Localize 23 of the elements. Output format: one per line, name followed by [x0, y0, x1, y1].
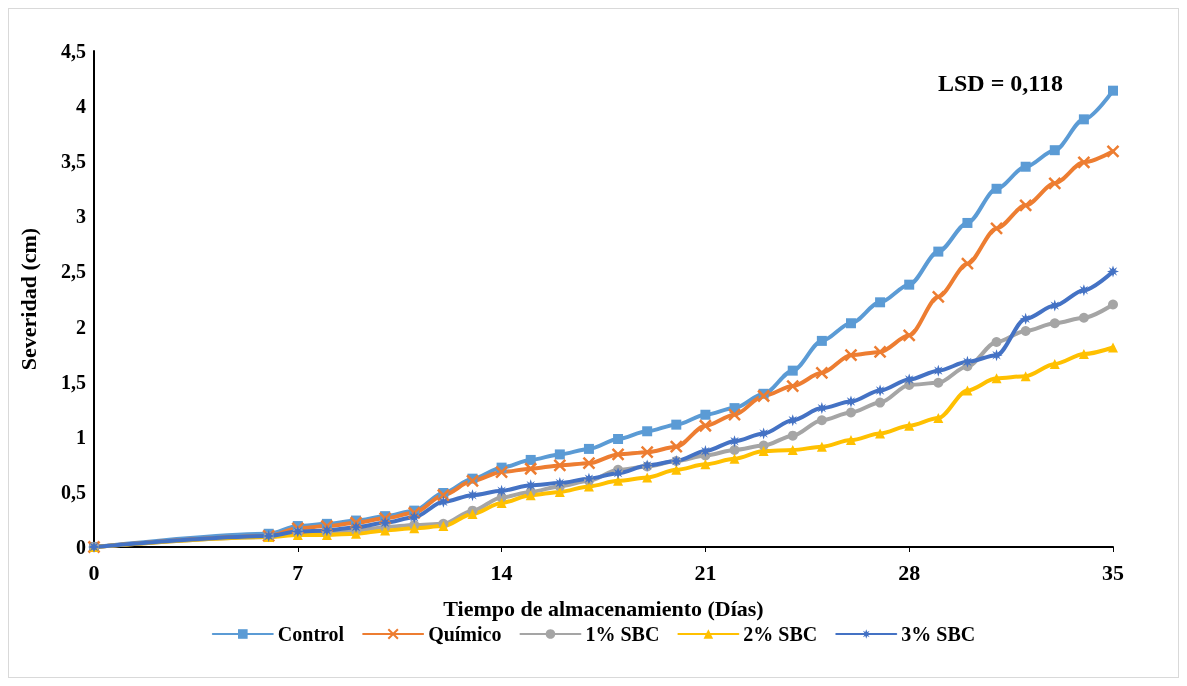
x-tick-label: 14: [490, 559, 513, 585]
y-tick-label: 4: [76, 95, 86, 118]
legend-label: Control: [277, 623, 345, 645]
y-tick-label: 0,5: [61, 480, 86, 503]
annotation: LSD = 0,118: [937, 70, 1064, 96]
legend-label: Químico: [428, 623, 502, 645]
x-tick-label: 21: [694, 559, 717, 585]
y-tick-label: 3,5: [61, 150, 86, 173]
x-tick-label: 35: [1102, 559, 1124, 585]
y-tick-label: 1: [76, 425, 86, 448]
y-tick-label: 2: [76, 315, 86, 338]
legend-label: 2% SBC: [743, 623, 818, 645]
x-axis-title: Tiempo de almacenamiento (Días): [443, 595, 764, 621]
x-tick-label: 7: [292, 559, 304, 585]
legend-label: 3% SBC: [901, 623, 976, 645]
y-tick-label: 3: [76, 205, 86, 228]
legend-label: 1% SBC: [585, 623, 660, 645]
x-tick-label: 28: [898, 559, 921, 585]
y-axis-title: Severidad (cm): [15, 227, 41, 371]
y-tick-label: 1,5: [61, 370, 86, 393]
y-tick-label: 0: [76, 536, 86, 558]
y-tick-label: 2,5: [61, 260, 86, 283]
y-tick-label: 4,5: [61, 40, 86, 62]
